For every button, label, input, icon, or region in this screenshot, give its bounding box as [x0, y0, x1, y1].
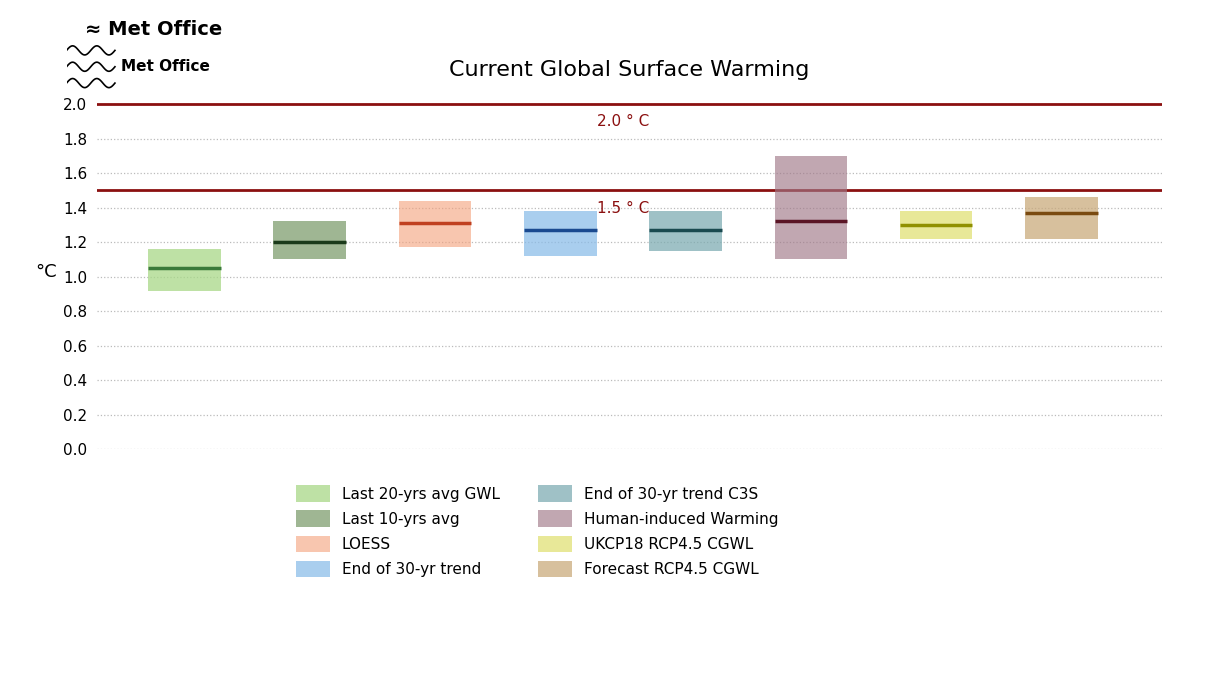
Title: Current Global Surface Warming: Current Global Surface Warming [449, 60, 809, 80]
Bar [900, 211, 973, 239]
Text: ≈ Met Office: ≈ Met Office [85, 20, 221, 39]
Bar [273, 221, 346, 259]
Bar [524, 211, 597, 256]
Bar [1025, 197, 1097, 239]
Bar [399, 201, 472, 247]
Text: Met Office: Met Office [121, 59, 209, 74]
Bar [774, 156, 847, 259]
Legend: Last 20-yrs avg GWL, Last 10-yrs avg, LOESS, End of 30-yr trend, End of 30-yr tr: Last 20-yrs avg GWL, Last 10-yrs avg, LO… [296, 486, 778, 577]
Bar [650, 211, 722, 251]
Bar [148, 249, 220, 291]
Y-axis label: °C: °C [35, 264, 57, 281]
Text: 1.5 ° C: 1.5 ° C [598, 201, 650, 216]
Text: 2.0 ° C: 2.0 ° C [598, 114, 650, 129]
